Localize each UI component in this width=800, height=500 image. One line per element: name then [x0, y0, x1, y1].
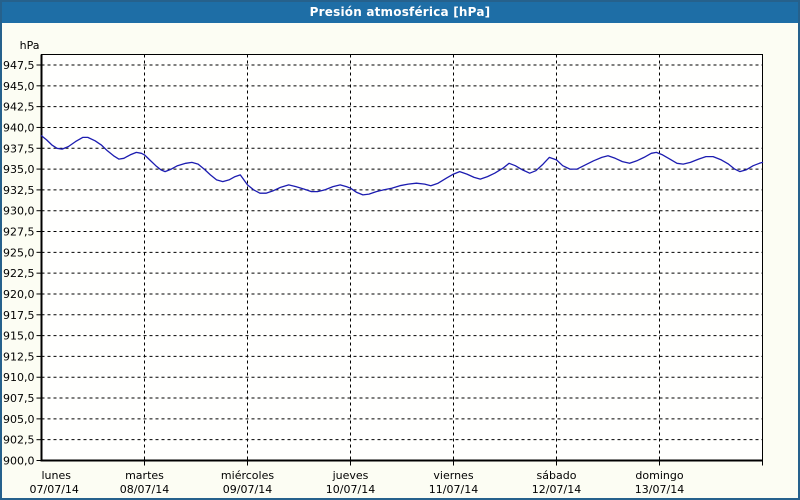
- y-axis-unit-label: hPa: [20, 39, 40, 52]
- y-tick-label: 920,0: [3, 288, 35, 301]
- x-date-label: 13/07/14: [635, 483, 684, 496]
- x-date-label: 12/07/14: [532, 483, 581, 496]
- x-date-label: 08/07/14: [120, 483, 169, 496]
- y-tick-label: 942,5: [3, 101, 35, 114]
- y-tick-label: 925,0: [3, 246, 35, 259]
- y-tick-label: 910,0: [3, 371, 35, 384]
- y-tick-label: 937,5: [3, 142, 35, 155]
- y-tick-label: 902,5: [3, 434, 35, 447]
- y-tick-label: 912,5: [3, 350, 35, 363]
- y-tick-label: 917,5: [3, 309, 35, 322]
- y-tick-label: 907,5: [3, 392, 35, 405]
- y-tick-label: 945,0: [3, 80, 35, 93]
- y-tick-label: 930,0: [3, 205, 35, 218]
- y-tick-label: 915,0: [3, 330, 35, 343]
- y-tick-label: 932,5: [3, 184, 35, 197]
- x-date-label: 07/07/14: [30, 483, 79, 496]
- x-date-label: 11/07/14: [429, 483, 478, 496]
- x-day-label: lunes: [42, 469, 72, 482]
- window-title-bar: Presión atmosférica [hPa]: [2, 2, 798, 23]
- window-title: Presión atmosférica [hPa]: [309, 5, 491, 19]
- x-date-label: 10/07/14: [326, 483, 375, 496]
- y-tick-label: 900,0: [3, 455, 35, 468]
- pressure-series-line: [40, 135, 764, 196]
- plot-area-background: [41, 54, 763, 461]
- y-tick-label: 922,5: [3, 267, 35, 280]
- y-tick-label: 940,0: [3, 121, 35, 134]
- y-tick-label: 935,0: [3, 163, 35, 176]
- x-day-label: viernes: [433, 469, 473, 482]
- y-tick-label: 927,5: [3, 226, 35, 239]
- x-day-label: martes: [125, 469, 164, 482]
- y-tick-label: 947,5: [3, 59, 35, 72]
- x-day-label: miércoles: [221, 469, 274, 482]
- x-date-label: 09/07/14: [223, 483, 272, 496]
- x-day-label: domingo: [635, 469, 683, 482]
- x-day-label: sábado: [537, 469, 577, 482]
- x-day-label: jueves: [332, 469, 369, 482]
- y-tick-label: 905,0: [3, 413, 35, 426]
